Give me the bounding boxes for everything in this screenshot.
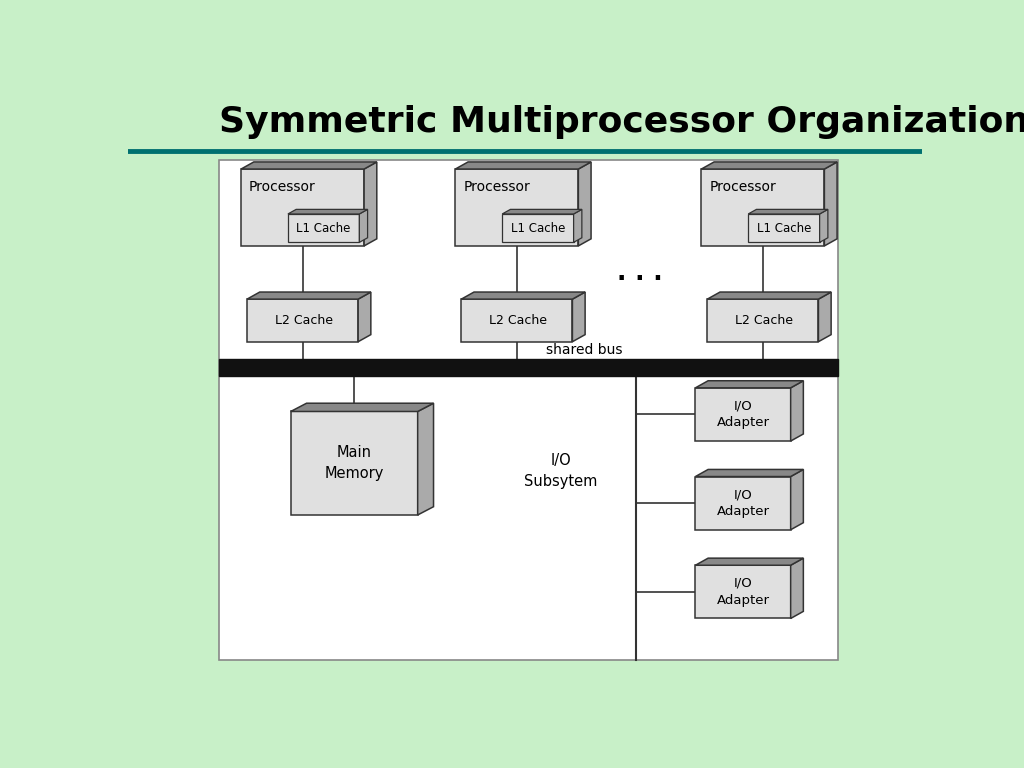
Text: shared bus: shared bus	[546, 343, 623, 357]
Text: L2 Cache: L2 Cache	[735, 314, 794, 327]
Polygon shape	[219, 359, 839, 376]
Polygon shape	[358, 292, 371, 342]
Polygon shape	[247, 299, 358, 342]
Text: I/O
Adapter: I/O Adapter	[717, 488, 770, 518]
Polygon shape	[791, 381, 804, 441]
Polygon shape	[695, 565, 791, 618]
Text: I/O
Subsytem: I/O Subsytem	[524, 452, 597, 488]
Polygon shape	[695, 381, 804, 388]
Polygon shape	[695, 469, 804, 476]
Polygon shape	[359, 210, 368, 243]
Polygon shape	[701, 169, 824, 246]
Text: L1 Cache: L1 Cache	[511, 222, 565, 235]
Text: Processor: Processor	[463, 180, 530, 194]
Polygon shape	[579, 162, 591, 246]
Polygon shape	[701, 162, 837, 169]
Polygon shape	[288, 210, 368, 214]
Text: L1 Cache: L1 Cache	[296, 222, 351, 235]
Text: L1 Cache: L1 Cache	[757, 222, 811, 235]
Polygon shape	[456, 169, 579, 246]
Polygon shape	[749, 214, 819, 243]
Polygon shape	[695, 558, 804, 565]
Polygon shape	[365, 162, 377, 246]
Polygon shape	[241, 169, 365, 246]
Polygon shape	[824, 162, 837, 246]
Text: Main
Memory: Main Memory	[325, 445, 384, 482]
FancyBboxPatch shape	[219, 161, 839, 660]
Polygon shape	[818, 292, 831, 342]
Polygon shape	[461, 292, 585, 299]
Polygon shape	[572, 292, 585, 342]
Text: Processor: Processor	[710, 180, 776, 194]
Text: L2 Cache: L2 Cache	[489, 314, 548, 327]
Polygon shape	[695, 388, 791, 441]
Polygon shape	[695, 476, 791, 530]
Polygon shape	[288, 214, 359, 243]
Polygon shape	[247, 292, 371, 299]
Polygon shape	[241, 162, 377, 169]
Polygon shape	[291, 403, 433, 412]
Polygon shape	[502, 214, 573, 243]
Text: Symmetric Multiprocessor Organization: Symmetric Multiprocessor Organization	[219, 104, 1024, 139]
Polygon shape	[791, 469, 804, 530]
Polygon shape	[461, 299, 572, 342]
Text: . . .: . . .	[617, 260, 663, 284]
Text: I/O
Adapter: I/O Adapter	[717, 399, 770, 429]
Polygon shape	[749, 210, 827, 214]
Polygon shape	[573, 210, 582, 243]
Text: L2 Cache: L2 Cache	[275, 314, 333, 327]
Polygon shape	[418, 403, 433, 515]
Polygon shape	[708, 299, 818, 342]
Polygon shape	[456, 162, 591, 169]
Polygon shape	[502, 210, 582, 214]
Polygon shape	[291, 412, 418, 515]
Text: I/O
Adapter: I/O Adapter	[717, 577, 770, 607]
Polygon shape	[708, 292, 831, 299]
Text: Processor: Processor	[249, 180, 315, 194]
Polygon shape	[791, 558, 804, 618]
Polygon shape	[819, 210, 827, 243]
